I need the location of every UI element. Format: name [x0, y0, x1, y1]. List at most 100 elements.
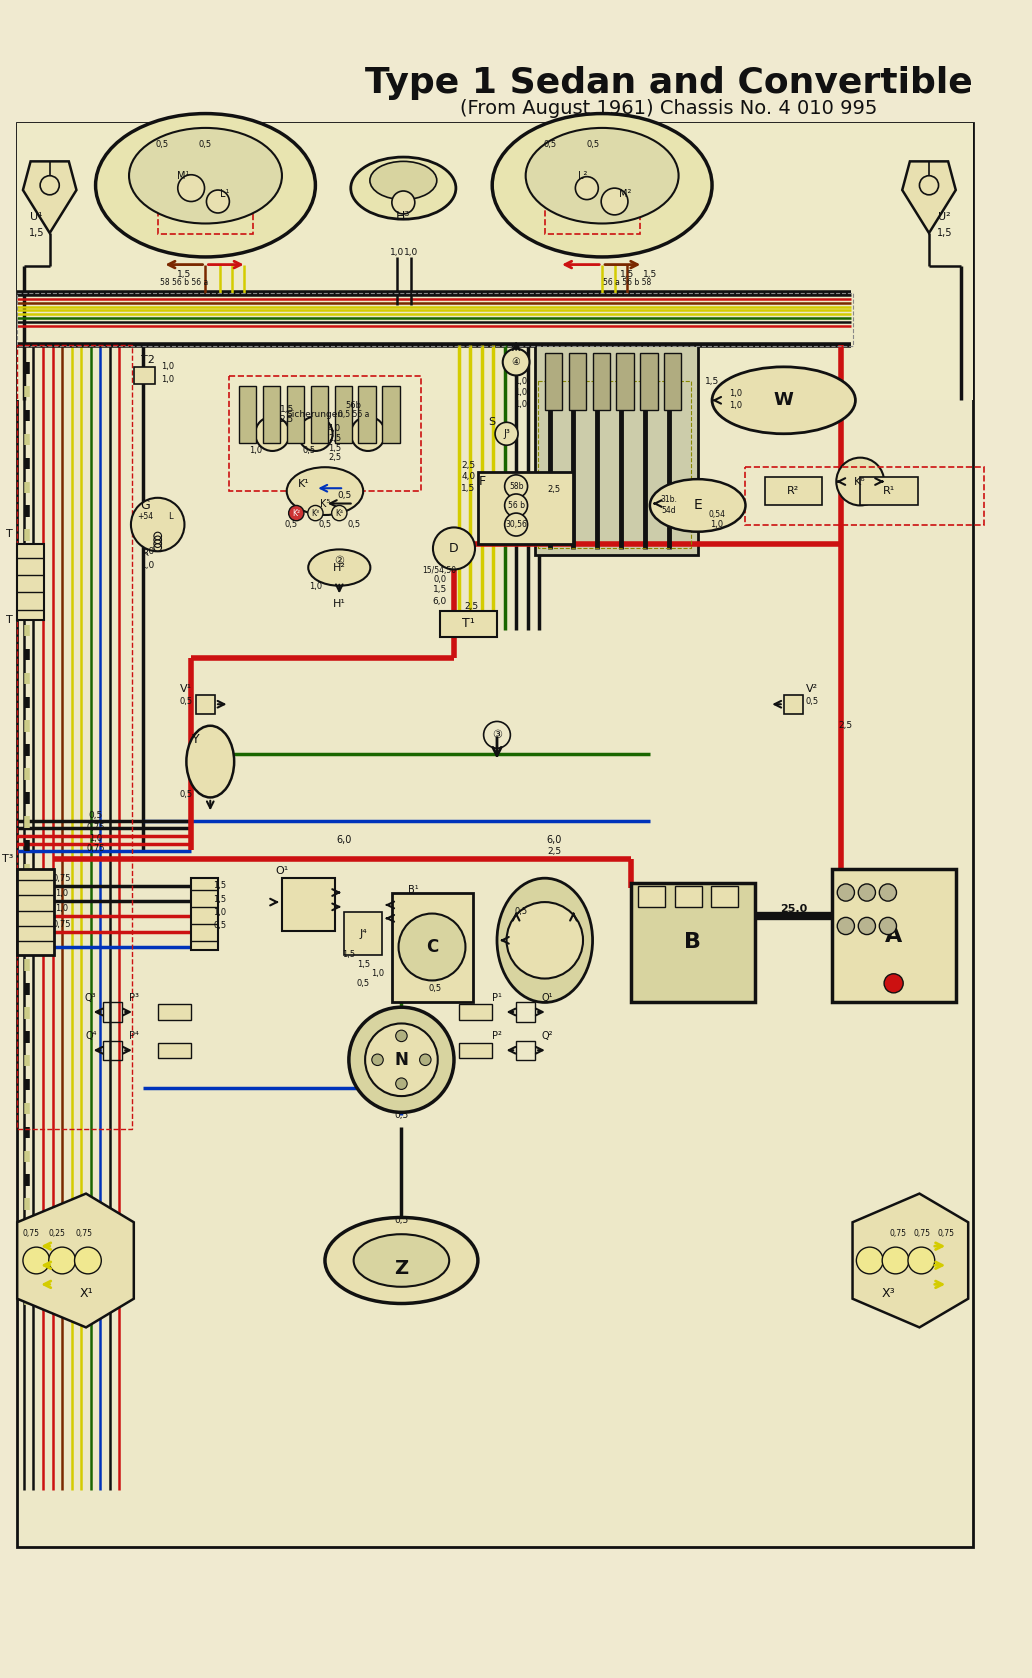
Text: Sicherungen: Sicherungen: [287, 409, 344, 420]
Text: 1,0: 1,0: [370, 970, 384, 978]
Text: 54d: 54d: [662, 505, 676, 515]
Text: 1,0: 1,0: [309, 582, 322, 591]
Text: 0,75: 0,75: [53, 920, 71, 928]
Text: 0,5: 0,5: [428, 983, 442, 993]
Circle shape: [505, 475, 527, 498]
Text: 2,5: 2,5: [547, 847, 561, 856]
Text: 1,5: 1,5: [178, 270, 192, 279]
Bar: [832, 869, 956, 1002]
Text: 58 56 b 56 a: 58 56 b 56 a: [160, 279, 208, 287]
Circle shape: [837, 918, 854, 935]
Bar: [158, 1005, 191, 1020]
Text: 1,5: 1,5: [343, 950, 355, 960]
Circle shape: [308, 505, 323, 520]
Ellipse shape: [309, 549, 370, 586]
Text: 1,5: 1,5: [214, 894, 226, 904]
Text: 4,0: 4,0: [461, 472, 476, 482]
Ellipse shape: [369, 161, 437, 200]
Text: 1,5: 1,5: [705, 376, 719, 386]
Circle shape: [859, 884, 875, 901]
Text: 0,5 56 a: 0,5 56 a: [337, 409, 369, 420]
Circle shape: [495, 423, 518, 445]
Text: 0,5: 0,5: [586, 139, 600, 149]
Bar: [440, 611, 497, 638]
Text: 0,75: 0,75: [890, 1230, 907, 1238]
Ellipse shape: [650, 480, 745, 532]
Polygon shape: [852, 1193, 968, 1327]
Text: 0,5: 0,5: [302, 445, 315, 455]
Text: 1,0: 1,0: [514, 388, 527, 398]
Text: Q⁴: Q⁴: [85, 1030, 97, 1040]
Circle shape: [255, 416, 290, 451]
Bar: [0, 37, 987, 122]
Text: N: N: [394, 1050, 409, 1069]
Bar: [536, 346, 698, 555]
Text: Z: Z: [394, 1258, 409, 1277]
Ellipse shape: [492, 114, 712, 257]
Text: M²: M²: [619, 190, 632, 200]
Circle shape: [178, 175, 204, 201]
Circle shape: [507, 903, 583, 978]
Text: 2,5: 2,5: [280, 414, 294, 425]
Text: 56 b: 56 b: [508, 502, 524, 510]
Text: Q³: Q³: [85, 993, 97, 1003]
Bar: [459, 1042, 492, 1057]
Bar: [103, 1040, 123, 1060]
Circle shape: [859, 918, 875, 935]
Text: 2,5: 2,5: [328, 435, 342, 443]
Text: 1,0: 1,0: [161, 374, 173, 384]
Bar: [18, 869, 54, 955]
Circle shape: [131, 498, 185, 552]
Bar: [783, 695, 803, 713]
Text: H¹: H¹: [333, 599, 346, 609]
Text: ②: ②: [334, 555, 345, 565]
Text: 56 a 56 b 58: 56 a 56 b 58: [603, 279, 651, 287]
Text: 1,5: 1,5: [214, 881, 226, 891]
Circle shape: [908, 1247, 935, 1274]
Text: 1,0: 1,0: [514, 399, 527, 409]
Ellipse shape: [287, 466, 363, 515]
Text: 58b: 58b: [509, 482, 523, 492]
Bar: [545, 149, 641, 233]
Text: 1,0: 1,0: [404, 248, 418, 257]
Text: F: F: [479, 475, 486, 488]
Bar: [18, 346, 132, 1129]
Bar: [392, 893, 473, 1002]
Bar: [545, 352, 562, 409]
Text: X¹: X¹: [79, 1287, 93, 1300]
Bar: [538, 381, 691, 549]
Text: 1,0: 1,0: [250, 445, 263, 455]
Text: S: S: [489, 418, 495, 428]
Text: 0,5: 0,5: [199, 139, 212, 149]
Text: 1,5: 1,5: [643, 270, 657, 279]
Bar: [263, 386, 280, 443]
Text: K¹: K¹: [298, 480, 310, 490]
Text: Q²: Q²: [542, 1030, 553, 1040]
Text: P³: P³: [129, 993, 139, 1003]
Text: 1,5: 1,5: [328, 443, 342, 453]
Circle shape: [879, 884, 897, 901]
Text: 1,0: 1,0: [161, 362, 173, 371]
Circle shape: [349, 1007, 454, 1113]
Text: 0,5: 0,5: [514, 908, 527, 916]
Text: 0,75: 0,75: [22, 1230, 39, 1238]
Bar: [569, 352, 586, 409]
Text: R¹: R¹: [882, 487, 895, 497]
Text: 0,0: 0,0: [433, 576, 446, 584]
Text: 0,75: 0,75: [87, 822, 105, 832]
Text: 0,5: 0,5: [806, 696, 819, 706]
Bar: [239, 386, 256, 443]
Text: 1,5: 1,5: [432, 586, 447, 594]
Bar: [103, 1002, 123, 1022]
Bar: [191, 878, 218, 950]
Text: 56b: 56b: [346, 401, 361, 409]
Circle shape: [884, 973, 903, 993]
Text: U²: U²: [938, 211, 950, 221]
Bar: [334, 386, 352, 443]
Text: 6,0: 6,0: [432, 596, 447, 606]
Circle shape: [74, 1247, 101, 1274]
Bar: [229, 376, 420, 492]
Bar: [282, 878, 334, 931]
Text: 2,5: 2,5: [464, 602, 478, 611]
Text: 0,5: 0,5: [319, 520, 331, 529]
